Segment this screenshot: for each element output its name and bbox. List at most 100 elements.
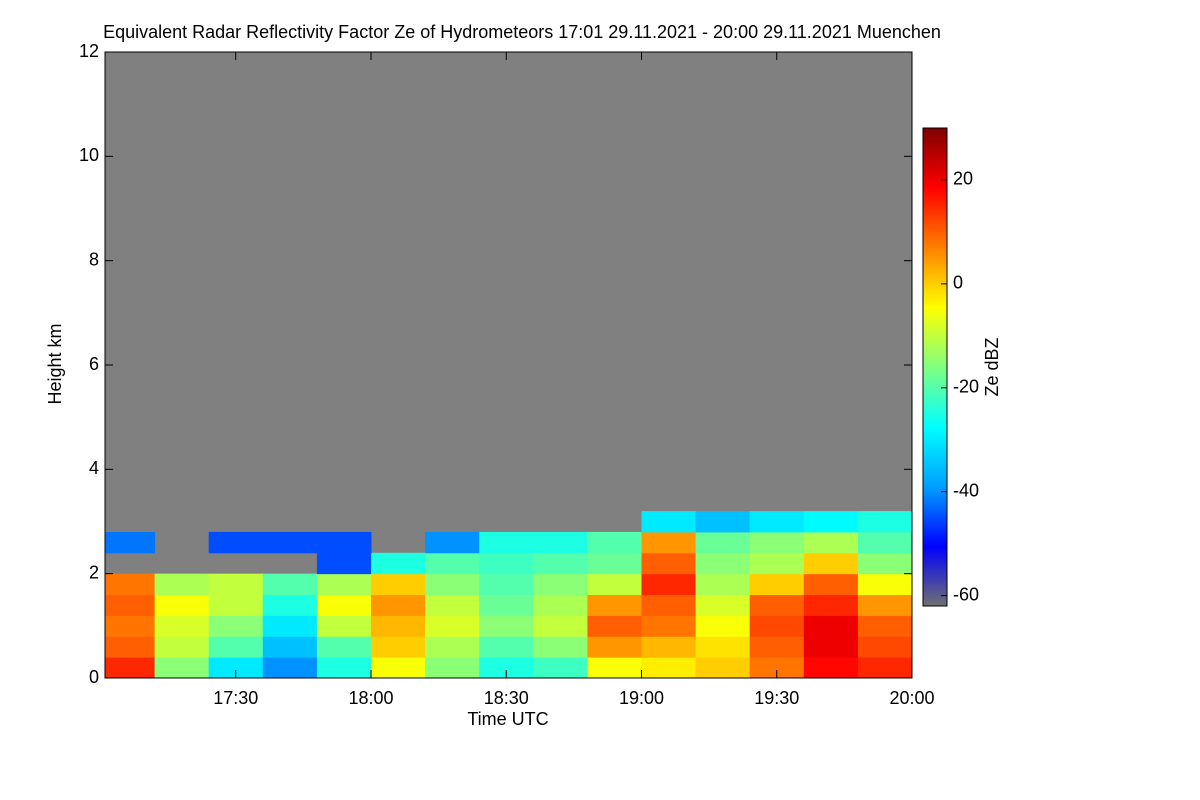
heatmap-cell — [641, 573, 697, 596]
y-tick-label: 6 — [89, 354, 99, 374]
colorbar-label: Ze dBZ — [982, 337, 1002, 396]
heatmap-cell — [695, 615, 751, 637]
heatmap-cell — [749, 531, 805, 554]
heatmap-cell — [316, 594, 372, 616]
heatmap-cell — [479, 636, 534, 658]
heatmap-cell — [857, 552, 912, 575]
heatmap-cell — [479, 531, 534, 554]
heatmap-cell — [208, 573, 264, 596]
heatmap-cell — [641, 615, 697, 637]
heatmap-cell — [425, 615, 480, 637]
heatmap-cell — [425, 573, 480, 596]
heatmap-cell — [316, 552, 372, 575]
heatmap-cell — [208, 594, 264, 616]
heatmap-cell — [857, 511, 912, 533]
heatmap-cell — [105, 573, 156, 596]
heatmap-cell — [370, 552, 426, 575]
heatmap-cell — [370, 636, 426, 658]
heatmap-cell — [262, 657, 318, 678]
heatmap-cell — [749, 511, 805, 533]
heatmap-cell — [803, 636, 859, 658]
y-tick-label: 2 — [89, 562, 99, 582]
heatmap-cell — [479, 573, 534, 596]
heatmap-cell — [208, 615, 264, 637]
heatmap-cell — [208, 636, 264, 658]
heatmap-cell — [154, 615, 210, 637]
heatmap-cell — [262, 636, 318, 658]
heatmap-cell — [533, 615, 588, 637]
heatmap-cell — [857, 531, 912, 554]
heatmap-cell — [316, 531, 372, 554]
heatmap-cell — [316, 615, 372, 637]
heatmap-cell — [533, 531, 588, 554]
heatmap-cell — [370, 657, 426, 678]
heatmap-cell — [262, 615, 318, 637]
heatmap-cell — [803, 594, 859, 616]
heatmap-cell — [105, 531, 156, 554]
chart-title: Equivalent Radar Reflectivity Factor Ze … — [103, 22, 941, 42]
heatmap-cell — [316, 573, 372, 596]
y-tick-label: 10 — [79, 145, 99, 165]
heatmap-cell — [154, 657, 210, 678]
y-tick-label: 4 — [89, 458, 99, 478]
heatmap-cell — [695, 511, 751, 533]
heatmap-cell — [479, 657, 534, 678]
heatmap-cell — [641, 552, 697, 575]
heatmap-cell — [533, 594, 588, 616]
heatmap-cell — [803, 615, 859, 637]
heatmap-cell — [641, 511, 697, 533]
heatmap-cell — [857, 615, 912, 637]
heatmap-cell — [262, 594, 318, 616]
heatmap-cell — [587, 552, 642, 575]
y-tick-label: 0 — [89, 667, 99, 687]
heatmap-cell — [105, 636, 156, 658]
heatmap-cell — [641, 594, 697, 616]
x-tick-label: 20:00 — [889, 688, 934, 708]
heatmap-cell — [154, 594, 210, 616]
heatmap-cell — [749, 615, 805, 637]
heatmap-cell — [262, 531, 318, 554]
heatmap-cell — [587, 636, 642, 658]
heatmap-cell — [749, 552, 805, 575]
heatmap-cell — [425, 636, 480, 658]
heatmap-cell — [425, 531, 480, 554]
heatmap-cell — [857, 636, 912, 658]
y-tick-label: 12 — [79, 41, 99, 61]
heatmap-cell — [370, 594, 426, 616]
heatmap-cell — [695, 594, 751, 616]
colorbar-tick-label: -60 — [953, 584, 979, 604]
y-axis-label: Height km — [45, 323, 65, 404]
x-tick-label: 18:00 — [348, 688, 393, 708]
heatmap-cell — [695, 573, 751, 596]
colorbar-tick-label: -20 — [953, 377, 979, 397]
heatmap-cell — [803, 657, 859, 678]
heatmap-cell — [316, 636, 372, 658]
heatmap-cell — [587, 594, 642, 616]
heatmap-cell — [105, 657, 156, 678]
x-tick-label: 17:30 — [213, 688, 258, 708]
heatmap-cell — [587, 657, 642, 678]
heatmap-cell — [587, 573, 642, 596]
heatmap-cell — [695, 657, 751, 678]
heatmap-cell — [803, 531, 859, 554]
heatmap-cell — [208, 531, 264, 554]
heatmap-cell — [857, 573, 912, 596]
heatmap-cell — [857, 594, 912, 616]
heatmap-cell — [370, 573, 426, 596]
x-tick-label: 19:30 — [754, 688, 799, 708]
heatmap-cell — [533, 657, 588, 678]
heatmap-cell — [370, 615, 426, 637]
heatmap-cell — [208, 657, 264, 678]
heatmap-cell — [425, 552, 480, 575]
colorbar-tick-label: 20 — [953, 169, 973, 189]
heatmap-cell — [587, 615, 642, 637]
heatmap-cell — [749, 657, 805, 678]
heatmap-cell — [695, 636, 751, 658]
heatmap-cell — [749, 636, 805, 658]
heatmap-cell — [105, 594, 156, 616]
heatmap-cell — [803, 511, 859, 533]
heatmap-cell — [479, 615, 534, 637]
colorbar-tick-label: -40 — [953, 480, 979, 500]
heatmap-cell — [587, 531, 642, 554]
